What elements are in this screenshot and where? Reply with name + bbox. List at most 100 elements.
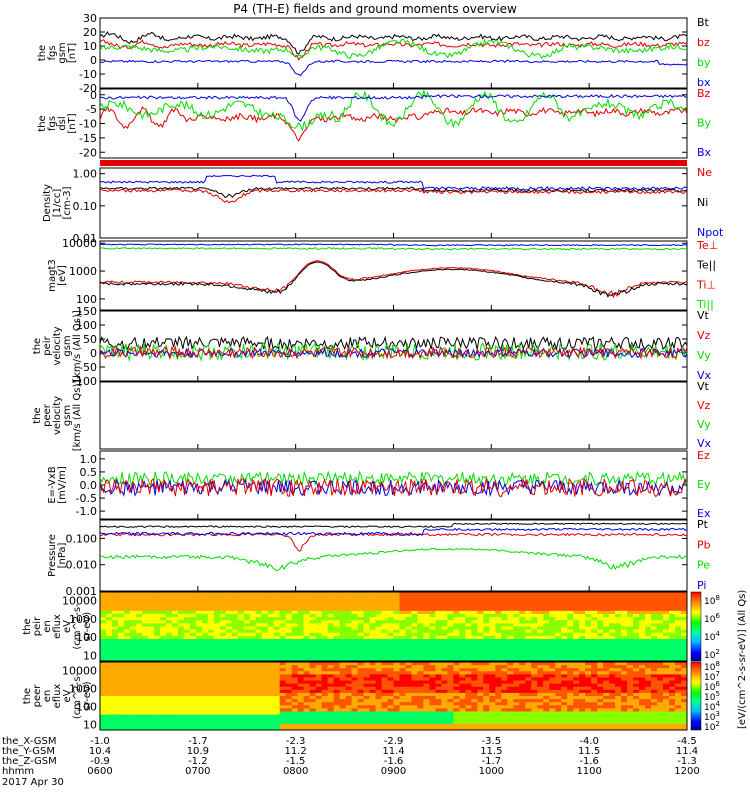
spec-cell [681,601,687,606]
spec-cell [135,592,143,596]
spec-cell [165,696,173,700]
spec-cell [141,654,149,659]
spec-cell [489,702,496,706]
spec-cell [297,592,305,596]
spec-cell [651,613,658,618]
spec-cell [645,726,652,730]
spec-cell [471,720,478,725]
spec-cell [351,696,359,700]
spec-cell [543,657,550,661]
spec-cell [100,683,107,688]
spec-cell [213,662,221,666]
spec-cell [279,645,287,650]
spec-cell [561,617,568,621]
spec-cell [285,723,293,728]
spec-cell [339,592,347,596]
spec-cell [309,680,317,685]
spec-cell [255,648,263,653]
ytick-label-temperature: 1000 [69,265,97,278]
spec-cell [117,651,125,656]
spec-cell [435,601,443,606]
spec-cell [525,705,532,709]
spec-cell [573,714,580,719]
spec-cell [285,626,293,631]
spec-cell [399,642,407,646]
spec-cell [100,680,107,685]
spec-cell [333,686,341,691]
spec-cell [159,723,167,728]
spec-cell [393,665,401,669]
spec-cell [327,692,335,697]
spec-cell [387,626,395,631]
spec-cell [663,620,670,624]
spec-cell [213,683,221,688]
spec-cell [465,645,472,650]
spec-cell [615,680,622,685]
spec-cell [351,592,359,596]
spec-cell [153,726,161,730]
spec-cell [321,629,329,634]
spec-cell [129,708,137,713]
spec-cell [333,654,341,659]
xaxis-value: -1.6 [579,756,599,767]
spec-cell [525,657,532,661]
spec-cell [447,686,454,691]
spec-cell [627,648,634,653]
spec-cell [225,696,233,700]
spec-cell [165,665,173,669]
spec-cell [429,714,437,719]
spec-cell [105,662,113,666]
spec-cell [489,674,496,679]
spec-cell [315,677,323,682]
spec-cell [411,595,419,599]
spec-cell [249,592,257,596]
spec-cell [189,717,197,722]
spec-cell [459,677,466,682]
spec-cell [513,680,520,685]
spec-cell [327,720,335,725]
spec-cell [621,632,628,637]
spec-cell [405,635,413,640]
spec-cell [381,671,389,675]
spec-cell [267,657,275,661]
spec-cell [393,645,401,650]
spec-cell [183,598,191,603]
spec-cell [315,610,323,615]
spec-cell [111,617,119,621]
spec-cell [657,626,664,631]
spec-cell [633,620,640,624]
spec-cell [471,607,478,612]
spec-cell [447,683,454,688]
spec-cell [153,671,161,675]
spec-cell [405,708,413,713]
spec-cell [375,671,383,675]
spec-cell [165,651,173,656]
spec-cell [423,639,431,643]
spec-cell [639,671,646,675]
spec-cell [213,626,221,631]
spec-cell [555,705,562,709]
spec-cell [585,651,592,656]
spec-cell [201,629,209,634]
spec-cell [651,662,658,666]
spec-cell [111,717,119,722]
spec-cell [243,592,251,596]
spec-cell [639,629,646,634]
spec-cell [369,657,377,661]
spec-cell [615,592,622,596]
spec-cell [453,665,460,669]
spec-cell [579,674,586,679]
colorbar-tick-exp: 4 [715,630,720,638]
spec-cell [669,680,676,685]
spec-cell [561,723,568,728]
spec-cell [411,665,419,669]
spec-cell [225,720,233,725]
spec-cell [159,632,167,637]
spec-cell [585,674,592,679]
spec-cell [669,692,676,697]
spec-cell [621,613,628,618]
spec-cell [213,601,221,606]
spec-cell [507,711,514,716]
spec-cell [303,610,311,615]
spec-cell [309,657,317,661]
